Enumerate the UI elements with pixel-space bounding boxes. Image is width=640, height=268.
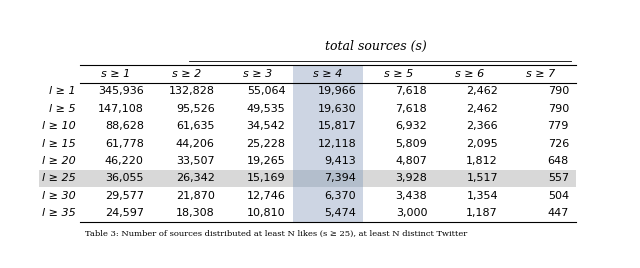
Text: Table 3: Number of sources distributed at least N likes (s ≥ 25), at least N dis: Table 3: Number of sources distributed a… <box>85 230 467 238</box>
Text: total sources (s): total sources (s) <box>326 40 428 53</box>
